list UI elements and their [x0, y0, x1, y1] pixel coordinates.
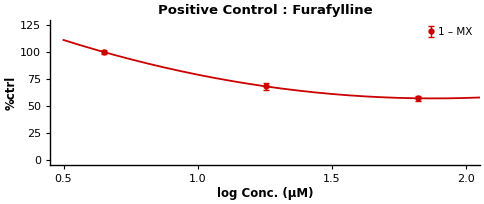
X-axis label: log Conc. (μM): log Conc. (μM) [217, 187, 313, 200]
Title: Positive Control : Furafylline: Positive Control : Furafylline [158, 4, 372, 17]
Legend: 1 – MX: 1 – MX [424, 25, 475, 39]
Y-axis label: %ctrl: %ctrl [4, 75, 17, 110]
